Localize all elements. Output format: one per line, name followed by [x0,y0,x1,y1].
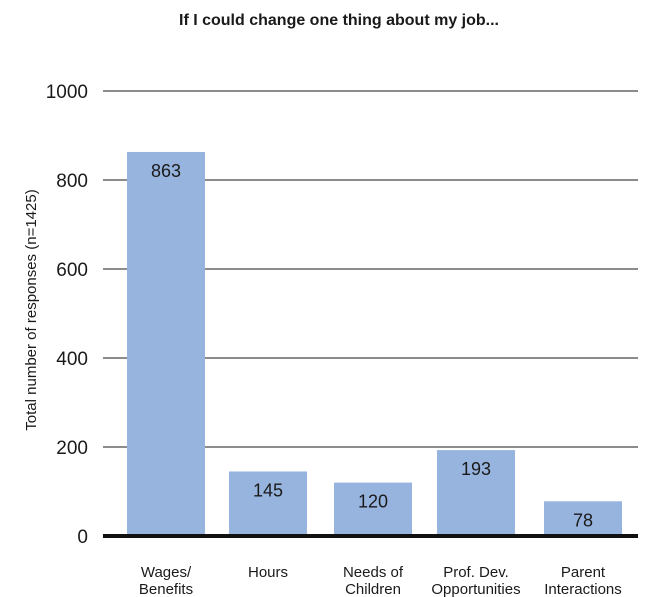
y-axis-label: Total number of responses (n=1425) [23,189,40,430]
chart-title: If I could change one thing about my job… [179,12,499,29]
bar [229,471,307,536]
y-tick-label: 200 [56,438,88,459]
y-tick-label: 0 [77,527,88,548]
x-category-label: Needs of [343,564,404,581]
x-category-label: Children [345,581,401,597]
bar [127,151,205,536]
x-category-label: Benefits [139,581,193,597]
bars [127,151,622,536]
bar [334,482,412,536]
y-tick-label: 400 [56,349,88,370]
bar-value-label: 145 [253,480,283,500]
y-axis-ticks: 0 200 400 600 800 1000 [46,82,88,548]
data-labels: 863 145 120 193 78 [151,161,593,530]
bar-value-label: 193 [461,459,491,479]
x-category-label: Hours [248,564,288,581]
bar-value-label: 78 [573,510,593,530]
x-category-label: Parent [561,564,606,581]
y-tick-label: 600 [56,260,88,281]
x-category-label: Opportunities [431,581,520,597]
bar-value-label: 120 [358,492,388,512]
x-category-label: Interactions [544,581,622,597]
bar-value-label: 863 [151,161,181,181]
x-category-label: Prof. Dev. [443,564,509,581]
bar [544,501,622,536]
y-tick-label: 1000 [46,82,88,103]
y-tick-label: 800 [56,171,88,192]
bar [437,450,515,536]
x-category-label: Wages/ [141,564,192,581]
